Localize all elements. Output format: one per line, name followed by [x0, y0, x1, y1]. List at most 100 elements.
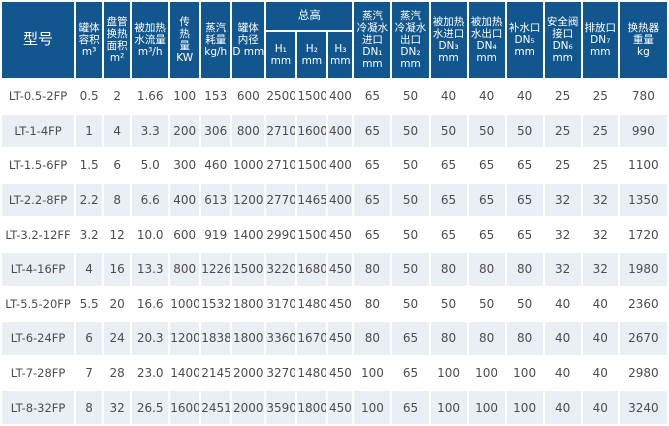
cell-steam-condensate-inlet-dn1: 100: [352, 389, 393, 426]
cell-makeup-water-port-dn5: 80: [504, 320, 545, 357]
cell-coil-heat-area-m2: 4: [102, 112, 133, 150]
cell-steam-condensate-outlet-dn2: 50: [390, 216, 431, 253]
cell-model: LT-4-16FP: [0, 250, 77, 288]
cell-safety-valve-port-dn6: 40: [542, 285, 583, 323]
cell-tank-inner-diameter-d-mm: 600: [230, 78, 267, 115]
header-heat-exchanger-weight-kg: 换热器 重量 kg: [617, 0, 669, 80]
cell-heat-transfer-kw: 600: [168, 216, 202, 253]
cell-discharge-port-dn7: 25: [580, 78, 620, 115]
table-row: LT-1.5-6FP 1.5 6 5.0 300 460 1000 2710 1500 400 65…: [0, 147, 669, 184]
cell-tank-volume-m3: 3.2: [74, 216, 105, 253]
cell-heat-exchanger-weight-kg: 2360: [617, 285, 669, 323]
cell-tank-volume-m3: 7: [74, 354, 105, 392]
cell-model: LT-0.5-2FP: [0, 78, 77, 115]
table-row: LT-5.5-20FP 5.5 20 16.6 1000 1532 1800 3170 1480…: [0, 285, 669, 323]
header-tank-volume-m3: 罐体 容积 m³: [74, 0, 105, 80]
cell-makeup-water-port-dn5: 50: [504, 285, 545, 323]
cell-heat-exchanger-weight-kg: 2980: [617, 354, 669, 392]
cell-tank-volume-m3: 0.5: [74, 78, 105, 115]
cell-steam-condensate-inlet-dn1: 80: [352, 320, 393, 357]
cell-heated-water-outlet-dn4: 100: [466, 389, 507, 426]
cell-heated-water-flow-m3h: 5.0: [130, 147, 171, 184]
header-makeup-water-port-dn5: 补水口 DN₅ mm: [504, 0, 545, 80]
header-total-height-h2: H₂ mm: [295, 30, 329, 80]
cell-model: LT-8-32FP: [0, 389, 77, 426]
cell-safety-valve-port-dn6: 32: [542, 216, 583, 253]
cell-coil-heat-area-m2: 16: [102, 250, 133, 288]
cell-heat-transfer-kw: 100: [168, 78, 202, 115]
cell-steam-condensate-outlet-dn2: 50: [390, 285, 431, 323]
cell-safety-valve-port-dn6: 32: [542, 181, 583, 219]
cell-steam-condensate-inlet-dn1: 80: [352, 285, 393, 323]
cell-heat-exchanger-weight-kg: 1720: [617, 216, 669, 253]
cell-coil-heat-area-m2: 2: [102, 78, 133, 115]
cell-discharge-port-dn7: 25: [580, 147, 620, 184]
cell-tank-inner-diameter-d-mm: 800: [230, 112, 267, 150]
cell-steam-condensate-outlet-dn2: 65: [390, 389, 431, 426]
cell-heat-exchanger-weight-kg: 990: [617, 112, 669, 150]
cell-steam-consumption-kgh: 460: [199, 147, 233, 184]
cell-total-height-h2: 1465: [295, 181, 329, 219]
cell-tank-inner-diameter-d-mm: 1800: [230, 320, 267, 357]
cell-heated-water-inlet-dn3: 50: [428, 112, 469, 150]
cell-makeup-water-port-dn5: 65: [504, 216, 545, 253]
header-discharge-port-dn7: 排放口 DN₇ mm: [580, 0, 620, 80]
cell-tank-volume-m3: 8: [74, 389, 105, 426]
cell-total-height-h3: 450: [326, 216, 355, 253]
cell-heated-water-inlet-dn3: 100: [428, 389, 469, 426]
table-row: LT-8-32FP 8 32 26.5 1600 2451 2000 3590 1800 450 1…: [0, 389, 669, 426]
header-heated-water-outlet-dn4: 被加热 水出口 DN₄ mm: [466, 0, 507, 80]
cell-model: LT-5.5-20FP: [0, 285, 77, 323]
cell-discharge-port-dn7: 32: [580, 216, 620, 253]
header-coil-heat-area-m2: 盘管 换热 面积 m²: [102, 0, 133, 80]
cell-coil-heat-area-m2: 12: [102, 216, 133, 253]
cell-steam-consumption-kgh: 2451: [199, 389, 233, 426]
cell-heat-transfer-kw: 800: [168, 250, 202, 288]
cell-heat-transfer-kw: 1400: [168, 354, 202, 392]
header-heated-water-inlet-dn3: 被加热 水进口 DN₃ mm: [428, 0, 469, 80]
cell-model: LT-1-4FP: [0, 112, 77, 150]
cell-tank-volume-m3: 6: [74, 320, 105, 357]
header-heated-water-flow-m3h: 被加热 水流量 m³/h: [130, 0, 171, 80]
cell-model: LT-7-28FP: [0, 354, 77, 392]
header-tank-inner-diameter-d-mm: 罐体 内径 D mm: [230, 0, 267, 80]
cell-heated-water-flow-m3h: 13.3: [130, 250, 171, 288]
cell-total-height-h3: 400: [326, 181, 355, 219]
cell-heated-water-outlet-dn4: 100: [466, 354, 507, 392]
cell-total-height-h2: 1600: [295, 112, 329, 150]
cell-discharge-port-dn7: 32: [580, 181, 620, 219]
cell-heated-water-outlet-dn4: 65: [466, 147, 507, 184]
cell-total-height-h1: 3170: [264, 285, 298, 323]
cell-heated-water-inlet-dn3: 100: [428, 354, 469, 392]
table-row: LT-0.5-2FP 0.5 2 1.66 100 153 600 2500 1500 400 65…: [0, 78, 669, 115]
cell-tank-volume-m3: 1: [74, 112, 105, 150]
cell-heated-water-flow-m3h: 10.0: [130, 216, 171, 253]
table-row: LT-4-16FP 4 16 13.3 800 1226 1500 3220 1680 450 80…: [0, 250, 669, 288]
cell-heat-transfer-kw: 1600: [168, 389, 202, 426]
cell-total-height-h3: 450: [326, 285, 355, 323]
cell-total-height-h3: 450: [326, 250, 355, 288]
cell-safety-valve-port-dn6: 40: [542, 320, 583, 357]
cell-heated-water-flow-m3h: 1.66: [130, 78, 171, 115]
cell-makeup-water-port-dn5: 65: [504, 181, 545, 219]
cell-total-height-h1: 2710: [264, 147, 298, 184]
table-row: LT-2.2-8FP 2.2 8 6.6 400 613 1200 2770 1465 400 65…: [0, 181, 669, 219]
cell-total-height-h1: 3590: [264, 389, 298, 426]
cell-makeup-water-port-dn5: 80: [504, 250, 545, 288]
cell-heated-water-flow-m3h: 23.0: [130, 354, 171, 392]
cell-total-height-h1: 2990: [264, 216, 298, 253]
table-row: LT-6-24FP 6 24 20.3 1200 1838 1800 3360 1670 450 8…: [0, 320, 669, 357]
cell-discharge-port-dn7: 40: [580, 354, 620, 392]
cell-steam-condensate-outlet-dn2: 50: [390, 181, 431, 219]
cell-tank-inner-diameter-d-mm: 1400: [230, 216, 267, 253]
cell-steam-consumption-kgh: 919: [199, 216, 233, 253]
cell-discharge-port-dn7: 40: [580, 320, 620, 357]
cell-steam-condensate-outlet-dn2: 65: [390, 320, 431, 357]
cell-total-height-h2: 1680: [295, 250, 329, 288]
cell-safety-valve-port-dn6: 25: [542, 112, 583, 150]
cell-steam-condensate-inlet-dn1: 65: [352, 147, 393, 184]
cell-heat-exchanger-weight-kg: 3240: [617, 389, 669, 426]
cell-tank-inner-diameter-d-mm: 2000: [230, 354, 267, 392]
cell-safety-valve-port-dn6: 32: [542, 250, 583, 288]
header-safety-valve-port-dn6: 安全阀 接口 DN₆ mm: [542, 0, 583, 80]
